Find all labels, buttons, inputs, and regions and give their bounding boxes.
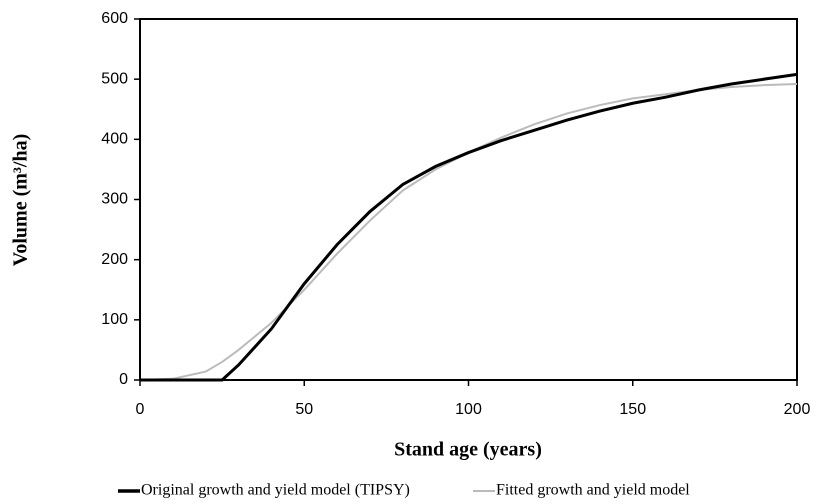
x-tick-label: 0 bbox=[136, 401, 145, 418]
legend-label: Fitted growth and yield model bbox=[496, 482, 690, 499]
y-tick-label: 200 bbox=[101, 251, 128, 268]
y-tick-label: 600 bbox=[101, 10, 128, 27]
x-axis-title: Stand age (years) bbox=[394, 439, 542, 461]
y-axis-title: Volume (m³/ha) bbox=[10, 134, 32, 266]
y-tick-label: 300 bbox=[101, 191, 128, 208]
data-line bbox=[140, 72, 798, 382]
y-tick-label: 100 bbox=[101, 311, 128, 328]
y-tick-label: 500 bbox=[101, 70, 128, 87]
data-line bbox=[139, 82, 798, 381]
y-tick-label: 400 bbox=[101, 131, 128, 148]
y-tick-label: 0 bbox=[119, 371, 128, 388]
plot-frame bbox=[139, 18, 798, 381]
x-tick-label: 50 bbox=[295, 401, 313, 418]
legend-label: Original growth and yield model (TIPSY) bbox=[141, 482, 410, 499]
x-tick-label: 200 bbox=[784, 401, 811, 418]
x-tick-label: 150 bbox=[619, 401, 646, 418]
x-tick-label: 100 bbox=[455, 401, 482, 418]
